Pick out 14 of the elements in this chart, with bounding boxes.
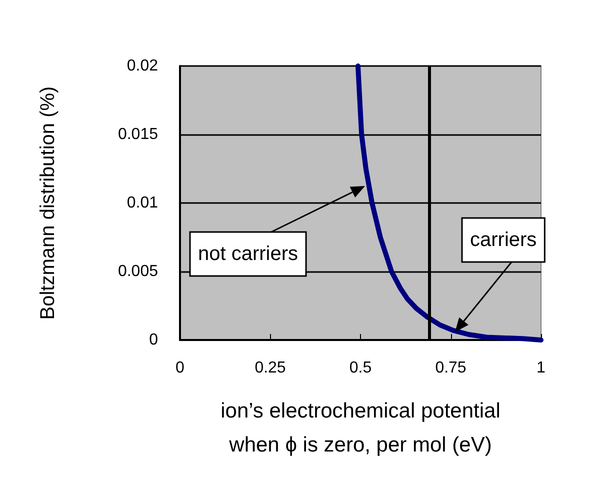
y-tick-label: 0.015 — [118, 126, 158, 143]
x-tick-label: 1 — [536, 360, 546, 376]
annotation: not carriers — [198, 243, 298, 265]
x-axis-title: ion’s electrochemical potential when ϕ is zero, per mol (eV) — [220, 400, 500, 456]
y-tick-label: 0 — [149, 332, 158, 348]
annotation: carriers — [470, 229, 537, 251]
y-axis-title: Boltzmann distribution (%) — [37, 86, 59, 320]
y-tick-label: 0.02 — [126, 58, 158, 74]
y-tick-label: 0.01 — [126, 194, 158, 212]
x-tick-label: 0.75 — [435, 360, 466, 376]
x-tick-label: 0.5 — [349, 360, 372, 376]
x-tick-label: 0.25 — [254, 360, 286, 376]
x-tick-label: 0 — [176, 360, 185, 376]
y-tick-label: 0.005 — [118, 263, 158, 280]
